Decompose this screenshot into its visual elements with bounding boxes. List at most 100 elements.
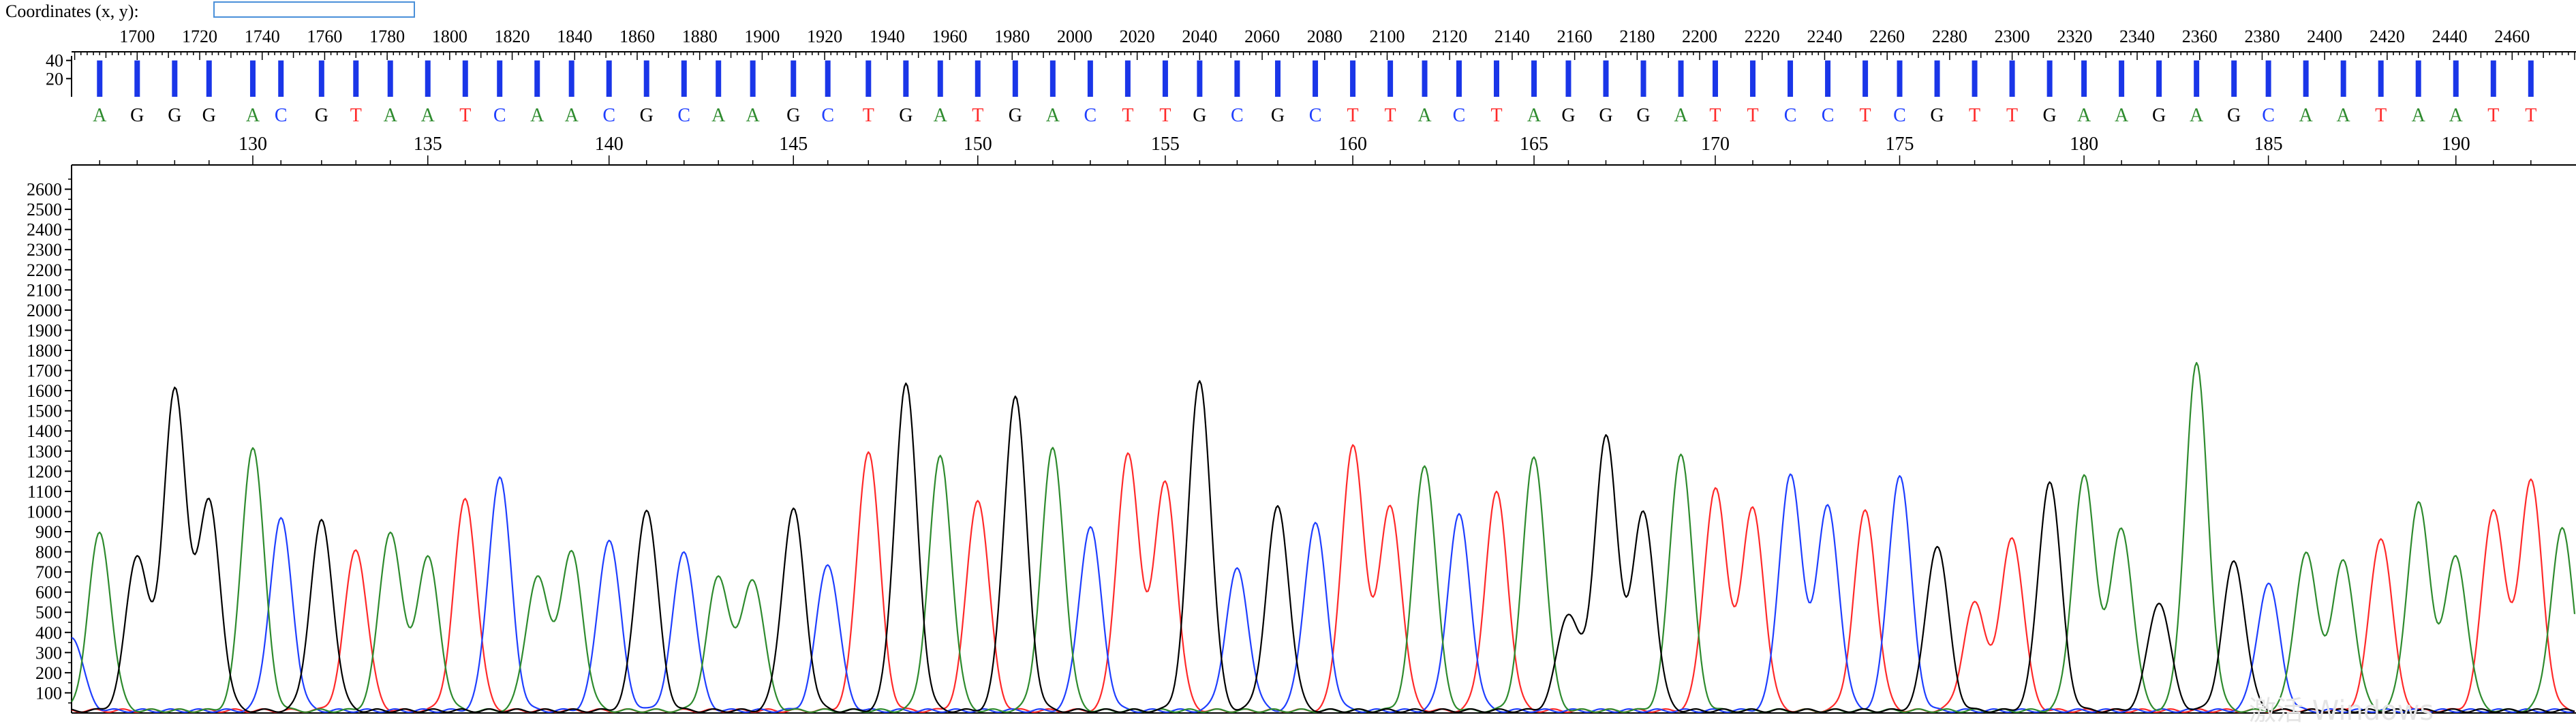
quality-bar (172, 60, 178, 97)
quality-bar (2119, 60, 2125, 97)
quality-bar (353, 60, 359, 97)
base-call-letter: C (1893, 105, 1906, 126)
quality-bar (1049, 60, 1056, 97)
scan-tick-label: 1760 (307, 27, 342, 46)
quality-bar (2194, 60, 2200, 97)
quality-bar (1087, 60, 1093, 97)
base-call-letter: T (2487, 105, 2499, 126)
scan-tick-label: 2140 (1494, 27, 1530, 46)
base-call-letter: A (2412, 105, 2426, 126)
position-tick-label: 160 (1338, 134, 1367, 155)
position-tick-label: 150 (964, 134, 992, 155)
base-call-letter: G (640, 105, 654, 126)
base-call-letter: G (1193, 105, 1206, 126)
quality-bar (1825, 60, 1831, 97)
quality-bar (425, 60, 431, 97)
quality-bar (1387, 60, 1394, 97)
quality-bar (606, 60, 612, 97)
y-tick-label: 1200 (27, 461, 62, 481)
scan-tick-label: 2460 (2494, 27, 2530, 46)
trace-G (71, 380, 2575, 713)
base-call-letter: T (2525, 105, 2536, 126)
base-call-letter: G (315, 105, 328, 126)
position-tick-label: 165 (1520, 134, 1548, 155)
position-tick-label: 135 (414, 134, 442, 155)
base-call-letter: T (459, 105, 471, 126)
quality-bar (825, 60, 831, 97)
position-tick-label: 170 (1701, 134, 1730, 155)
base-call-letter: G (1009, 105, 1022, 126)
quality-bar (1972, 60, 1978, 97)
quality-bar (1788, 60, 1794, 97)
y-tick-label: 1500 (27, 401, 62, 421)
scan-tick-label: 1780 (369, 27, 405, 46)
base-call-letter: G (899, 105, 913, 126)
scan-tick-label: 2160 (1557, 27, 1593, 46)
quality-bar (1531, 60, 1537, 97)
scan-tick-label: 1900 (744, 27, 780, 46)
quality-bar (278, 60, 284, 97)
scan-tick-label: 2040 (1182, 27, 1217, 46)
base-call-letter: A (565, 105, 579, 126)
base-call-letter: A (93, 105, 107, 126)
quality-bar (497, 60, 503, 97)
quality-bar (2265, 60, 2271, 97)
base-call-letter: T (1969, 105, 1980, 126)
quality-bar (1565, 60, 1571, 97)
base-call-letter: G (1271, 105, 1285, 126)
base-call-letter: A (746, 105, 761, 126)
scan-tick-label: 1700 (119, 27, 155, 46)
quality-bar (1422, 60, 1428, 97)
quality-bar (865, 60, 872, 97)
quality-bar (1197, 60, 1203, 97)
position-tick-label: 190 (2442, 134, 2470, 155)
quality-bar (1640, 60, 1646, 97)
scan-tick-label: 2420 (2370, 27, 2405, 46)
scan-tick-label: 1820 (495, 27, 530, 46)
base-call-letter: C (1784, 105, 1797, 126)
y-axis: 1002003004005006007008009001000110012001… (27, 165, 2576, 714)
quality-bar (249, 60, 256, 97)
quality-bar (1712, 60, 1718, 97)
quality-bar (134, 60, 140, 97)
trace-lines (71, 362, 2576, 713)
base-call-letter: T (1490, 105, 1502, 126)
trace-T (71, 444, 2575, 713)
base-call-letter: C (493, 105, 506, 126)
base-call-letter: G (1636, 105, 1650, 126)
base-call-letter: C (677, 105, 690, 126)
quality-bar (1275, 60, 1281, 97)
position-tick-label: 175 (1886, 134, 1914, 155)
quality-bar (1862, 60, 1869, 97)
quality-bar (937, 60, 943, 97)
quality-bar (97, 60, 103, 97)
quality-bar (1162, 60, 1168, 97)
quality-bar (1603, 60, 1609, 97)
quality-bar (1897, 60, 1903, 97)
base-call-letter: A (1417, 105, 1432, 126)
base-call-letter: A (530, 105, 545, 126)
scan-tick-label: 1960 (932, 27, 968, 46)
coordinates-input[interactable] (213, 1, 415, 18)
base-call-letter: A (2115, 105, 2129, 126)
y-tick-label: 900 (35, 522, 62, 542)
base-call-letter: T (1860, 105, 1871, 126)
base-call-letter: T (1159, 105, 1171, 126)
position-tick-label: 140 (595, 134, 624, 155)
quality-bar (2009, 60, 2015, 97)
base-call-letter: C (275, 105, 288, 126)
scan-tick-label: 2200 (1682, 27, 1717, 46)
base-call-letter: T (1385, 105, 1396, 126)
quality-bar (1750, 60, 1756, 97)
scan-axis: 1700 1720 1740 1760 1780 1800 1820 1840 1860 1880… (72, 27, 2576, 60)
y-tick-label: 1000 (27, 502, 62, 521)
scan-tick-label: 1720 (182, 27, 217, 46)
quality-bar (1493, 60, 1499, 97)
quality-bar (791, 60, 797, 97)
scan-tick-label: 2400 (2307, 27, 2342, 46)
scan-tick-label: 2320 (2057, 27, 2092, 46)
base-call-letter: T (350, 105, 362, 126)
quality-bar (568, 60, 574, 97)
base-call-letter: C (1309, 105, 1322, 126)
